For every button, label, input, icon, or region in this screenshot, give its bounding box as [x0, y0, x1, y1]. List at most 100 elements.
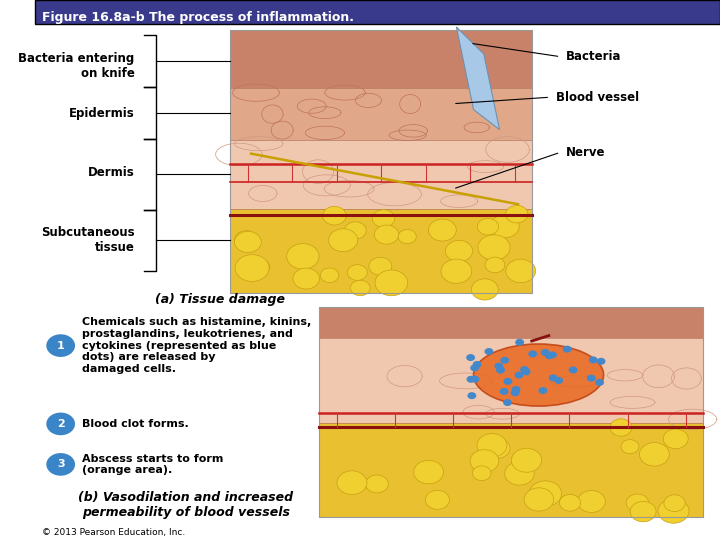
Circle shape — [490, 215, 519, 238]
Circle shape — [287, 244, 319, 269]
Text: Epidermis: Epidermis — [69, 107, 135, 120]
Circle shape — [323, 206, 346, 225]
Ellipse shape — [474, 344, 603, 406]
Circle shape — [337, 471, 367, 495]
FancyBboxPatch shape — [230, 87, 531, 140]
FancyBboxPatch shape — [320, 422, 703, 517]
Circle shape — [235, 232, 261, 253]
Circle shape — [549, 374, 558, 381]
Circle shape — [663, 429, 688, 449]
Circle shape — [472, 466, 491, 481]
Circle shape — [472, 361, 482, 368]
FancyBboxPatch shape — [320, 307, 703, 338]
Circle shape — [496, 367, 505, 374]
Text: Nerve: Nerve — [566, 146, 606, 159]
Circle shape — [495, 362, 503, 369]
Circle shape — [482, 245, 503, 261]
Circle shape — [597, 358, 606, 365]
Text: Blood clot forms.: Blood clot forms. — [82, 419, 189, 429]
Circle shape — [500, 388, 508, 395]
Circle shape — [372, 210, 395, 227]
Circle shape — [467, 376, 475, 383]
Circle shape — [398, 230, 416, 244]
Circle shape — [505, 462, 534, 485]
FancyBboxPatch shape — [35, 0, 720, 24]
Circle shape — [366, 475, 388, 493]
Circle shape — [235, 231, 258, 249]
Text: 2: 2 — [57, 419, 65, 429]
Circle shape — [528, 350, 537, 357]
Text: Subcutaneous
tissue: Subcutaneous tissue — [41, 226, 135, 254]
Circle shape — [529, 481, 562, 507]
Circle shape — [351, 280, 370, 296]
Circle shape — [374, 225, 399, 244]
Text: Chemicals such as histamine, kinins,
prostaglandins, leukotrienes, and
cytokines: Chemicals such as histamine, kinins, pro… — [82, 318, 311, 374]
FancyBboxPatch shape — [230, 208, 531, 293]
Circle shape — [470, 376, 480, 383]
Circle shape — [541, 349, 549, 356]
Circle shape — [470, 364, 479, 372]
Circle shape — [589, 356, 598, 363]
Circle shape — [548, 352, 557, 359]
Circle shape — [510, 389, 520, 396]
Circle shape — [539, 387, 547, 394]
Circle shape — [630, 502, 656, 522]
Circle shape — [485, 438, 510, 458]
Text: Dermis: Dermis — [88, 166, 135, 179]
Text: Abscess starts to form
(orange area).: Abscess starts to form (orange area). — [82, 454, 223, 475]
Text: (a) Tissue damage: (a) Tissue damage — [156, 293, 285, 306]
Circle shape — [478, 235, 510, 260]
Circle shape — [503, 378, 513, 385]
Circle shape — [506, 259, 536, 282]
Circle shape — [577, 490, 606, 512]
Circle shape — [328, 229, 358, 252]
Circle shape — [46, 334, 75, 357]
Circle shape — [467, 392, 477, 399]
Circle shape — [320, 268, 339, 282]
Circle shape — [235, 255, 269, 281]
Circle shape — [512, 386, 521, 393]
Circle shape — [587, 375, 595, 382]
Circle shape — [347, 265, 367, 280]
Circle shape — [344, 222, 366, 239]
Circle shape — [595, 379, 604, 386]
Text: Bacteria: Bacteria — [566, 50, 621, 63]
Circle shape — [375, 270, 408, 296]
Circle shape — [545, 352, 554, 359]
Circle shape — [485, 257, 505, 273]
Text: © 2013 Pearson Education, Inc.: © 2013 Pearson Education, Inc. — [42, 528, 186, 537]
Text: 3: 3 — [57, 460, 65, 469]
Circle shape — [664, 495, 685, 511]
Circle shape — [46, 413, 75, 435]
Circle shape — [511, 448, 541, 472]
Circle shape — [658, 499, 689, 523]
Text: Bacteria entering
on knife: Bacteria entering on knife — [19, 52, 135, 80]
Circle shape — [520, 366, 529, 373]
Circle shape — [293, 268, 320, 289]
Circle shape — [639, 442, 670, 466]
Circle shape — [446, 240, 472, 262]
Circle shape — [554, 377, 563, 384]
Text: 1: 1 — [57, 341, 65, 350]
FancyBboxPatch shape — [320, 338, 703, 422]
Circle shape — [500, 357, 509, 364]
Text: Blood vessel: Blood vessel — [556, 91, 639, 104]
Circle shape — [470, 450, 499, 472]
Circle shape — [503, 399, 512, 406]
Text: (b) Vasodilation and increased
permeability of blood vessels: (b) Vasodilation and increased permeabil… — [78, 491, 294, 519]
Circle shape — [46, 453, 75, 476]
Circle shape — [414, 460, 444, 484]
Circle shape — [515, 372, 523, 379]
Text: Figure 16.8a-b The process of inflammation.: Figure 16.8a-b The process of inflammati… — [42, 11, 354, 24]
FancyBboxPatch shape — [230, 140, 531, 208]
Circle shape — [559, 495, 580, 511]
Circle shape — [563, 346, 572, 353]
FancyBboxPatch shape — [230, 30, 531, 87]
Circle shape — [485, 348, 493, 355]
Circle shape — [249, 259, 270, 275]
Circle shape — [428, 219, 456, 241]
Circle shape — [516, 339, 524, 346]
Circle shape — [466, 354, 475, 361]
Circle shape — [621, 440, 639, 454]
Circle shape — [522, 368, 531, 375]
